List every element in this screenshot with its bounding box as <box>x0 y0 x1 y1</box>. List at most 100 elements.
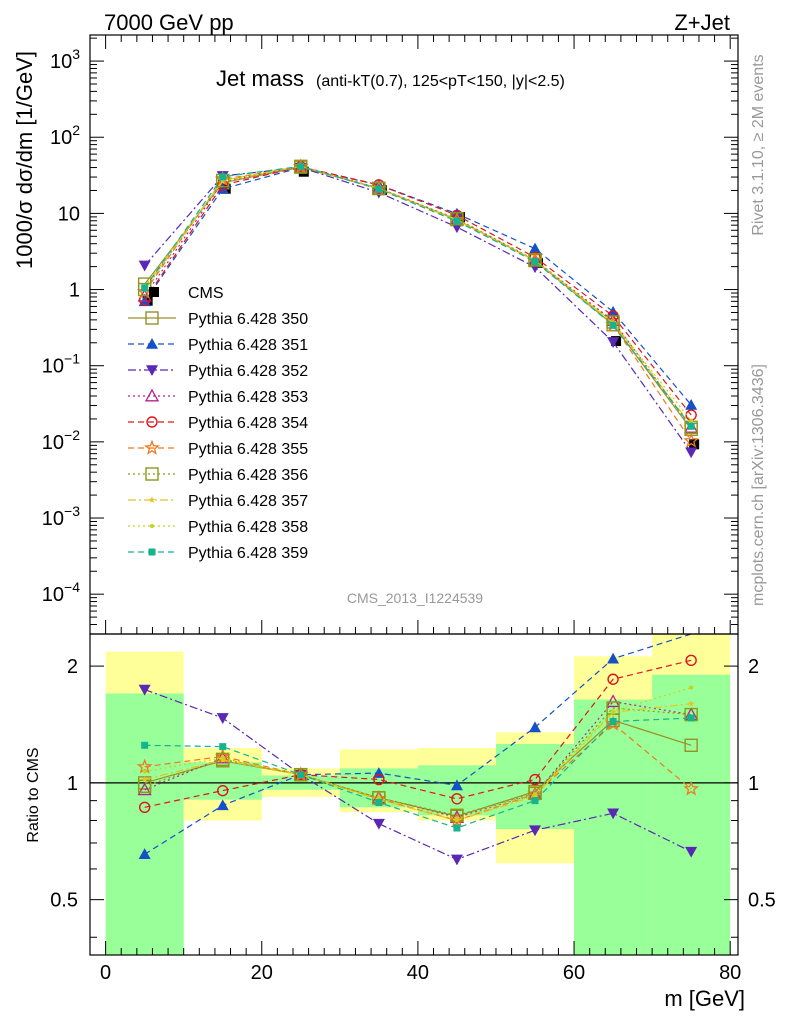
legend-marker <box>146 365 158 376</box>
ratio-8-point-6 <box>611 709 616 714</box>
legend-label: Pythia 6.428 350 <box>188 311 308 328</box>
ratio-2-point-7 <box>685 846 698 858</box>
legend-marker <box>150 524 154 528</box>
ratio-1-point-0 <box>138 848 151 859</box>
series-line-2 <box>144 166 692 406</box>
legend-label: CMS <box>188 285 224 302</box>
series-2-point-5 <box>529 242 542 254</box>
ratio-9-point-0 <box>141 741 149 749</box>
series-line-5 <box>144 166 692 416</box>
legend-entry-0: CMS <box>149 285 224 302</box>
legend-label: Pythia 6.428 351 <box>188 337 308 354</box>
ratio-line-6 <box>144 707 692 816</box>
ratio-8-point-4 <box>454 816 459 821</box>
ratio-4-point-7 <box>685 654 697 667</box>
series-2-point-1 <box>216 182 229 194</box>
ratio-series-4 <box>138 654 697 814</box>
ratio-1-point-5 <box>529 721 542 733</box>
ratio-2-point-3 <box>372 818 385 830</box>
series-line-3 <box>144 166 692 453</box>
series-10-point-1 <box>219 173 227 181</box>
ratio-4-point-5 <box>529 773 541 786</box>
ratio-1-point-6 <box>607 652 620 664</box>
legend-entry-1: Pythia 6.428 350 <box>128 311 308 328</box>
main-ytick-label: 102 <box>50 122 80 149</box>
legend-label: Pythia 6.428 355 <box>188 441 308 458</box>
process-label: Z+Jet <box>674 10 730 35</box>
ratio-4-point-1 <box>217 784 229 797</box>
ratio-9-point-7 <box>687 714 695 722</box>
ratio-4-point-6 <box>607 673 619 685</box>
x-tick-label: 60 <box>563 962 585 984</box>
series-3-point-6 <box>607 337 620 348</box>
ratio-line-1 <box>144 633 692 855</box>
ratio-6-point-2 <box>294 767 308 782</box>
rivet-label: Rivet 3.1.10, ≥ 2M events <box>750 54 767 235</box>
band-green-6 <box>574 699 653 955</box>
ratio-9-point-4 <box>453 824 461 832</box>
ratio-8-point-1 <box>220 755 225 760</box>
ratio-ytick-label-right: 0.5 <box>748 890 776 912</box>
series-9-point-7 <box>689 418 694 423</box>
ratio-3-point-4 <box>449 810 465 823</box>
ratio-plot <box>90 633 738 866</box>
ratio-9-point-1 <box>219 743 227 751</box>
series-5-point-7 <box>685 409 697 421</box>
series-7-point-5 <box>528 253 542 267</box>
series-10-point-7 <box>687 422 695 430</box>
ratio-y-axis-label: Ratio to CMS <box>25 747 42 842</box>
ratio-9-point-6 <box>609 717 617 725</box>
x-tick-label: 40 <box>407 962 429 984</box>
x-tick-label: 80 <box>719 962 741 984</box>
series-10-point-3 <box>375 185 383 193</box>
legend-label: Pythia 6.428 357 <box>188 493 308 510</box>
legend-entry-9: Pythia 6.428 358 <box>128 519 308 536</box>
ratio-2-point-0 <box>138 684 151 696</box>
ratio-ytick-label-right: 2 <box>748 656 759 678</box>
energy-label: 7000 GeV pp <box>104 10 234 35</box>
legend-entry-3: Pythia 6.428 352 <box>128 363 308 380</box>
ratio-9-point-5 <box>531 797 539 805</box>
ratio-ytick-label-right: 1 <box>748 773 759 795</box>
main-ytick-label: 10 <box>58 203 80 225</box>
band-green-0 <box>105 693 184 955</box>
source-label: mcplots.cern.ch [arXiv:1306.3436] <box>750 364 767 606</box>
ratio-ytick-label-left: 2 <box>67 656 78 678</box>
ratio-4-point-4 <box>451 793 463 805</box>
main-subtitle: (anti-kT(0.7), 125<pT<150, |y|<2.5) <box>316 73 565 90</box>
ratio-series-1 <box>138 633 692 859</box>
main-title: Jet mass <box>216 66 304 91</box>
ratio-line-4 <box>144 659 692 808</box>
ratio-8-point-3 <box>376 795 381 800</box>
series-6-point-7 <box>683 432 699 448</box>
legend-entry-10: Pythia 6.428 359 <box>128 545 308 562</box>
series-10-point-0 <box>141 284 149 292</box>
ratio-bands <box>105 634 731 955</box>
ratio-8-point-7 <box>689 685 694 690</box>
ratio-7-point-7 <box>687 700 695 707</box>
series-3-point-7 <box>685 447 698 459</box>
ratio-ytick-label-left: 0.5 <box>50 890 78 912</box>
ratio-ytick-label-left: 1 <box>67 773 78 795</box>
ratio-series-8 <box>142 685 694 821</box>
ratio-9-point-3 <box>375 799 383 807</box>
series-10-point-4 <box>453 217 461 225</box>
series-line-7 <box>144 165 692 428</box>
legend-entry-4: Pythia 6.428 353 <box>128 388 308 406</box>
series-line-10 <box>144 165 692 427</box>
legend: CMS Pythia 6.428 350 Pythia 6.428 351 Pythi… <box>128 285 308 562</box>
ratio-2-point-5 <box>529 825 542 837</box>
series-line-8 <box>144 165 692 426</box>
legend-label: Pythia 6.428 356 <box>188 467 308 484</box>
legend-entry-2: Pythia 6.428 351 <box>128 337 308 354</box>
legend-marker <box>149 287 159 297</box>
band-green-4 <box>417 765 496 816</box>
ratio-line-8 <box>144 687 692 820</box>
legend-marker <box>145 311 159 325</box>
ratio-6-point-6 <box>606 701 620 715</box>
legend-marker <box>146 338 158 349</box>
ratio-7-point-0 <box>141 776 148 783</box>
legend-marker <box>144 439 160 455</box>
